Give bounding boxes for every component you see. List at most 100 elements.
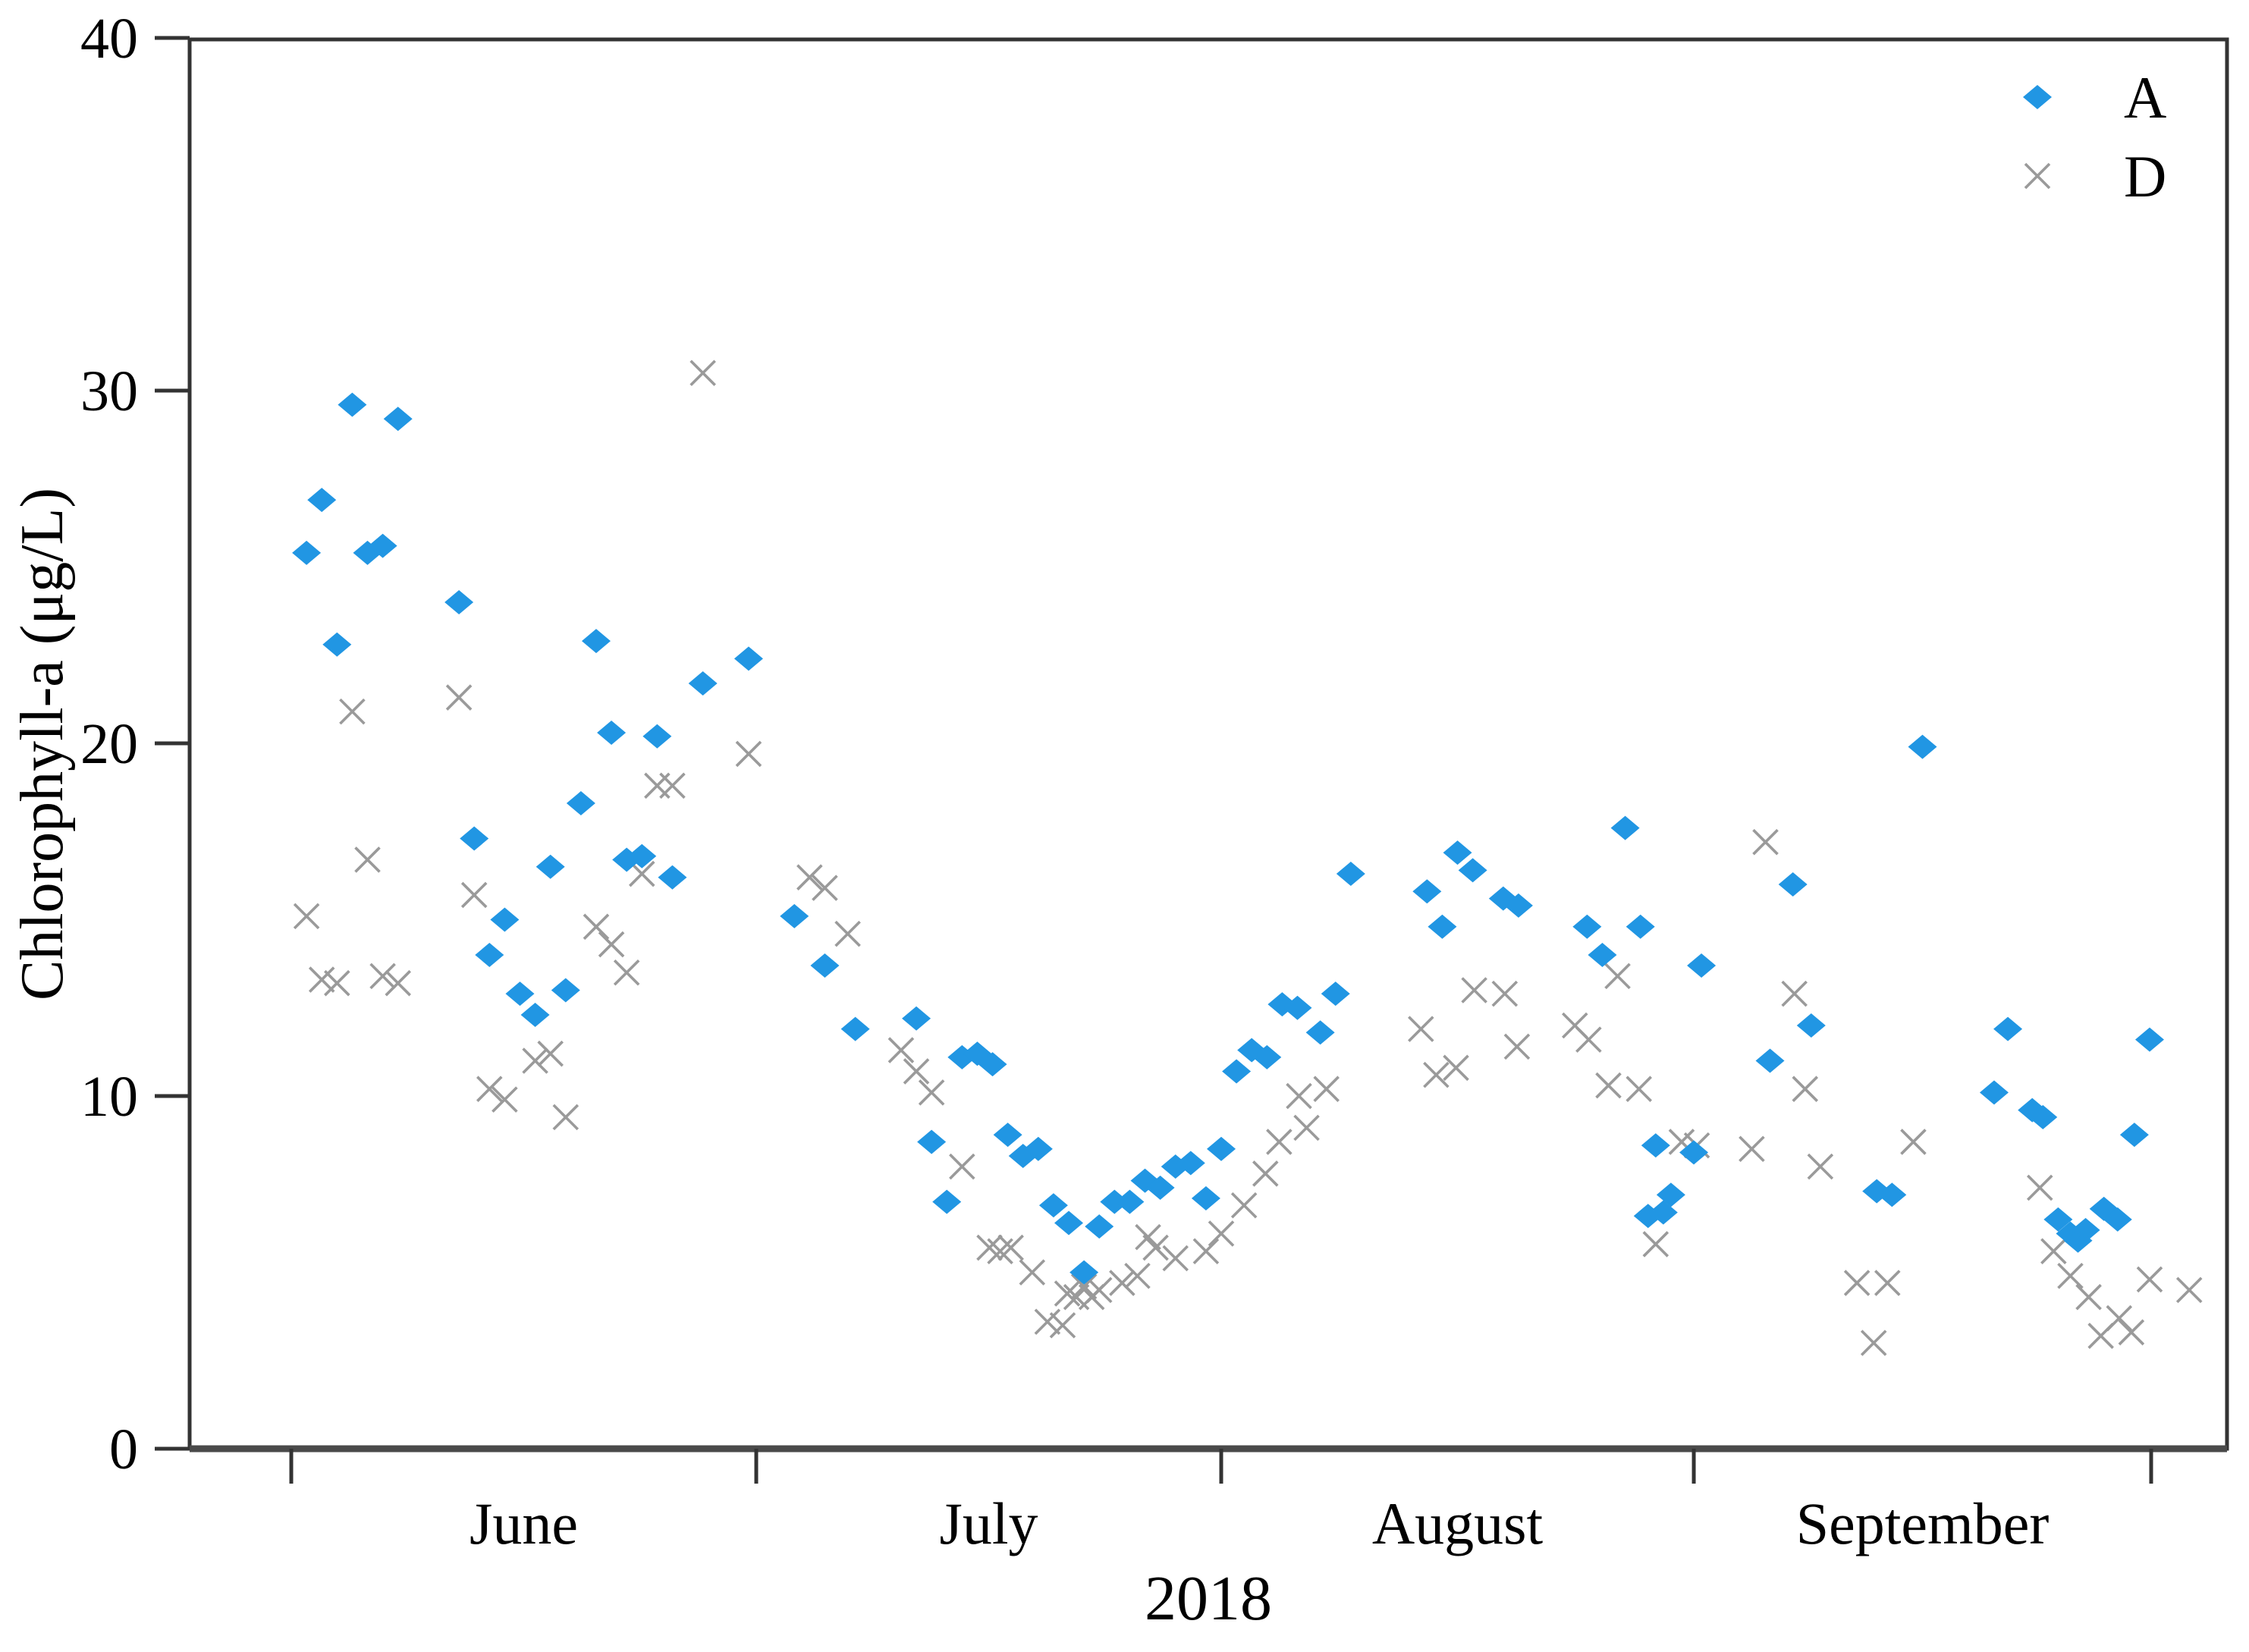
data-point-diamond [1687,953,1717,978]
data-point-x [1054,1280,1081,1307]
data-point-x [293,903,320,930]
data-point-x [2057,1262,2084,1289]
data-point-x [598,931,625,958]
data-point-diamond [536,854,565,879]
data-point-x [552,1104,580,1131]
data-point-x [1642,1231,1669,1258]
data-point-x [834,920,861,947]
data-point-x [1443,1054,1469,1082]
data-point-x [2027,1174,2053,1201]
data-point-diamond [1755,1048,1785,1073]
data-point-diamond [1176,1151,1205,1176]
data-point-diamond [2028,1104,2058,1129]
data-point-diamond [1023,1136,1053,1161]
data-point-x [1792,1076,1819,1102]
data-point-x [2024,162,2051,190]
data-point-x [628,860,655,887]
data-point-diamond [1641,1133,1670,1158]
data-point-x [1085,1277,1113,1304]
x-month-label: June [470,1490,578,1556]
data-point-x [1461,977,1487,1003]
data-point-x [1604,963,1631,990]
data-point-diamond [2103,1207,2132,1232]
data-point-diamond [1993,1016,2023,1041]
data-point-x [659,772,686,799]
data-point-x [2175,1277,2203,1304]
data-point-diamond [1796,1013,1826,1038]
data-point-diamond [581,629,611,654]
data-point-diamond [1443,840,1472,865]
data-point-diamond [1336,862,1365,887]
data-point-x [1739,1135,1765,1163]
data-point-diamond [1207,1136,1236,1161]
data-point-x [887,1037,915,1063]
data-point-x [537,1040,564,1067]
data-point-diamond [460,826,489,851]
data-point-diamond [2043,1207,2073,1232]
y-tick-label: 20 [80,712,138,776]
data-point-diamond [1305,1020,1335,1045]
data-point-x [1752,828,1779,856]
data-point-diamond [1222,1059,1252,1084]
data-point-x [949,1153,975,1180]
data-point-x [1286,1082,1312,1110]
data-point-x [987,1238,1013,1264]
data-point-x [460,881,488,909]
data-point-x [522,1047,548,1074]
data-point-diamond [1778,872,1808,897]
data-point-diamond [733,646,763,671]
y-axis-tick-labels: 0 10 20 30 40 [80,7,138,1481]
data-point-diamond [1572,914,1602,939]
data-point-diamond [490,907,520,932]
data-point-diamond [1115,1189,1145,1214]
data-point-x [1625,1076,1652,1102]
data-point-x [812,875,838,901]
data-point-x [735,740,762,768]
data-point-diamond [780,903,809,928]
data-point-diamond [810,953,840,978]
data-point-x [1807,1153,1834,1180]
data-point-x [354,846,381,873]
data-point-x [1900,1129,1927,1155]
data-point-x [1843,1270,1871,1296]
data-point-diamond [1070,1260,1099,1285]
data-point-diamond [597,721,627,746]
data-point-diamond [475,943,504,967]
data-point-diamond [1979,1080,2009,1105]
data-point-diamond [840,1016,870,1041]
x-month-label: August [1372,1490,1544,1556]
data-point-x [2118,1319,2145,1346]
y-axis-title: Chlorophyll-a (μg/L) [9,488,76,1000]
data-point-x [1293,1114,1320,1142]
y-axis-ticks [155,36,190,1451]
data-point-x [1313,1076,1340,1102]
data-point-x [1668,1129,1695,1155]
data-point-diamond [1458,858,1487,883]
data-point-x [1595,1072,1622,1099]
data-point-x [997,1234,1024,1261]
data-point-x [1142,1234,1169,1261]
data-point-x [2106,1305,2133,1332]
y-tick-label: 40 [80,7,138,71]
series-a-points [292,392,2164,1285]
data-point-diamond [932,1189,962,1214]
data-point-x [445,684,473,711]
data-point-x [369,963,396,990]
data-point-x [1562,1012,1588,1039]
x-axis-month-labels: June July August September [470,1490,2049,1556]
legend-label-d: D [2124,143,2166,209]
data-point-diamond [2134,1027,2164,1052]
data-point-diamond [993,1123,1022,1148]
data-point-diamond [444,590,474,614]
data-point-diamond [520,1003,550,1028]
data-point-diamond [642,724,672,749]
data-point-diamond [1588,943,1617,967]
data-point-diamond [1679,1140,1709,1165]
data-point-x [796,864,823,890]
data-point-diamond [1054,1211,1084,1236]
data-point-diamond [1252,1044,1282,1069]
data-point-diamond [1877,1182,1907,1208]
data-point-diamond [1283,995,1312,1020]
